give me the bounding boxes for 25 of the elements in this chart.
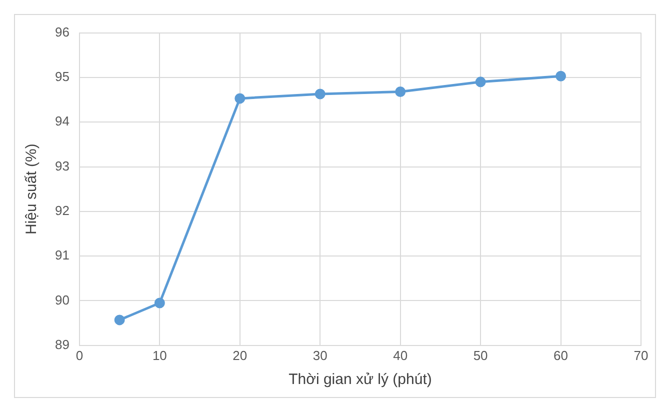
y-tick-label: 94: [54, 114, 70, 129]
x-tick-label: 30: [312, 348, 328, 363]
y-tick-label: 89: [54, 336, 70, 352]
x-tick-label: 70: [634, 348, 648, 363]
point: [234, 93, 246, 104]
x-tick-label: 10: [152, 348, 167, 363]
y-tick-label: 93: [54, 158, 70, 174]
x-tick-label: 40: [393, 348, 408, 363]
point: [314, 88, 326, 100]
y-tick-label: 90: [54, 292, 70, 308]
x-axis-title: Thời gian xử lý (phút): [288, 371, 432, 388]
y-tick-label: 91: [54, 248, 70, 263]
x-tick-label: 60: [554, 348, 568, 363]
y-tick-label: 96: [54, 24, 70, 40]
point: [114, 314, 125, 326]
x-tick-label: 20: [232, 348, 248, 363]
y-tick-label: 92: [54, 203, 70, 218]
x-tick-label: 0: [76, 348, 84, 363]
y-tick-label: 95: [54, 69, 70, 84]
point: [395, 86, 406, 97]
x-tick-label: 50: [473, 348, 488, 363]
point: [154, 298, 165, 308]
point: [556, 70, 566, 82]
y-axis-title: Hiệu suất (%): [23, 144, 40, 235]
point: [475, 76, 486, 88]
